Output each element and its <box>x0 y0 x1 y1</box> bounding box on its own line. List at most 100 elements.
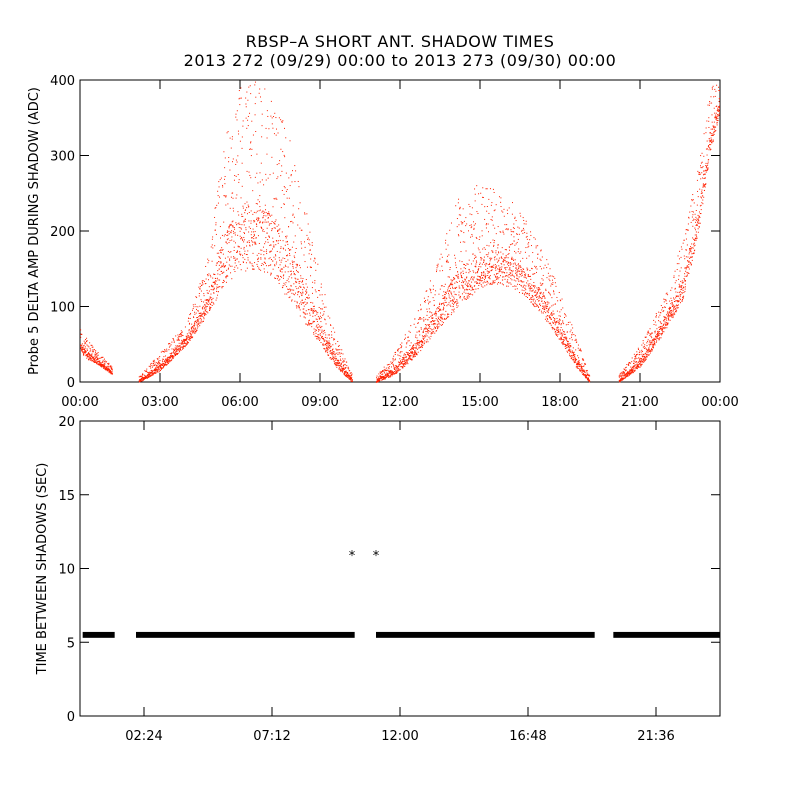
data-point <box>272 172 274 174</box>
data-point <box>220 252 222 254</box>
data-point <box>348 375 350 377</box>
data-point <box>415 326 417 328</box>
data-point <box>498 277 500 279</box>
data-point <box>544 297 546 299</box>
data-point <box>296 281 298 283</box>
data-point <box>214 245 216 247</box>
data-point <box>381 377 383 379</box>
data-point <box>500 251 502 253</box>
data-point <box>503 233 505 235</box>
data-point <box>92 346 94 348</box>
data-point <box>204 283 206 285</box>
data-point <box>194 311 196 313</box>
data-point <box>581 367 583 369</box>
data-point <box>488 264 490 266</box>
data-point <box>235 222 237 224</box>
data-point <box>268 217 269 219</box>
data-point <box>92 357 94 359</box>
data-point <box>301 281 303 283</box>
data-point <box>212 297 214 299</box>
data-point <box>482 196 484 198</box>
data-point <box>582 369 584 371</box>
data-point <box>465 217 467 219</box>
data-point <box>151 371 153 373</box>
data-point <box>188 335 190 337</box>
data-point <box>238 179 240 181</box>
data-point <box>238 214 240 216</box>
data-point <box>433 324 435 326</box>
data-point <box>270 273 272 275</box>
data-point <box>84 351 86 353</box>
data-point <box>316 318 318 320</box>
data-point <box>217 279 219 281</box>
data-point <box>450 300 452 302</box>
data-point <box>626 364 628 366</box>
data-point <box>560 309 562 311</box>
data-point <box>410 359 412 361</box>
data-point <box>242 125 244 127</box>
data-point <box>510 263 512 265</box>
data-point <box>339 353 341 355</box>
data-point <box>199 283 201 285</box>
data-point <box>429 311 431 313</box>
data-point <box>633 362 635 364</box>
data-point <box>233 257 235 259</box>
data-point <box>532 289 534 291</box>
data-point <box>491 202 493 204</box>
data-point <box>532 298 534 300</box>
data-point <box>483 256 485 258</box>
data-point <box>202 312 204 314</box>
data-point <box>256 263 258 265</box>
data-point <box>97 357 99 359</box>
data-point <box>228 225 230 227</box>
data-point <box>653 337 655 339</box>
data-point <box>88 346 90 348</box>
data-point <box>347 374 349 376</box>
data-point <box>306 291 308 293</box>
data-point <box>215 224 217 226</box>
data-point <box>285 237 287 239</box>
data-point <box>156 365 158 367</box>
data-point <box>398 364 400 366</box>
data-point <box>284 293 286 295</box>
data-point <box>230 231 232 233</box>
data-point <box>221 266 223 268</box>
data-point <box>481 274 483 276</box>
data-point <box>627 371 629 373</box>
data-point <box>289 296 291 298</box>
data-point <box>436 308 438 310</box>
data-point <box>562 321 564 323</box>
data-point <box>568 344 570 346</box>
data-point <box>194 303 196 305</box>
data-point <box>666 323 668 325</box>
data-point <box>620 375 622 377</box>
data-point <box>555 330 557 332</box>
data-point <box>410 352 412 354</box>
data-point <box>550 318 552 320</box>
data-point <box>298 287 300 289</box>
data-point <box>149 374 151 376</box>
data-point <box>386 369 388 371</box>
data-point <box>573 359 575 361</box>
data-point <box>579 370 581 372</box>
data-point <box>214 229 216 231</box>
data-point <box>581 358 583 360</box>
x-tick-label: 00:00 <box>61 395 98 410</box>
data-point <box>442 303 444 305</box>
data-point <box>158 360 160 362</box>
data-point <box>317 323 319 325</box>
data-point <box>516 233 518 235</box>
data-point <box>336 363 338 365</box>
data-point <box>411 355 413 357</box>
data-point <box>158 362 160 364</box>
data-point <box>380 377 381 379</box>
data-point <box>191 333 193 335</box>
data-point <box>426 329 428 331</box>
data-point <box>445 301 447 303</box>
data-point <box>439 258 441 260</box>
data-point <box>283 274 285 276</box>
data-point <box>623 368 625 370</box>
data-point <box>535 294 537 296</box>
data-point <box>640 360 642 362</box>
data-point <box>465 250 467 252</box>
